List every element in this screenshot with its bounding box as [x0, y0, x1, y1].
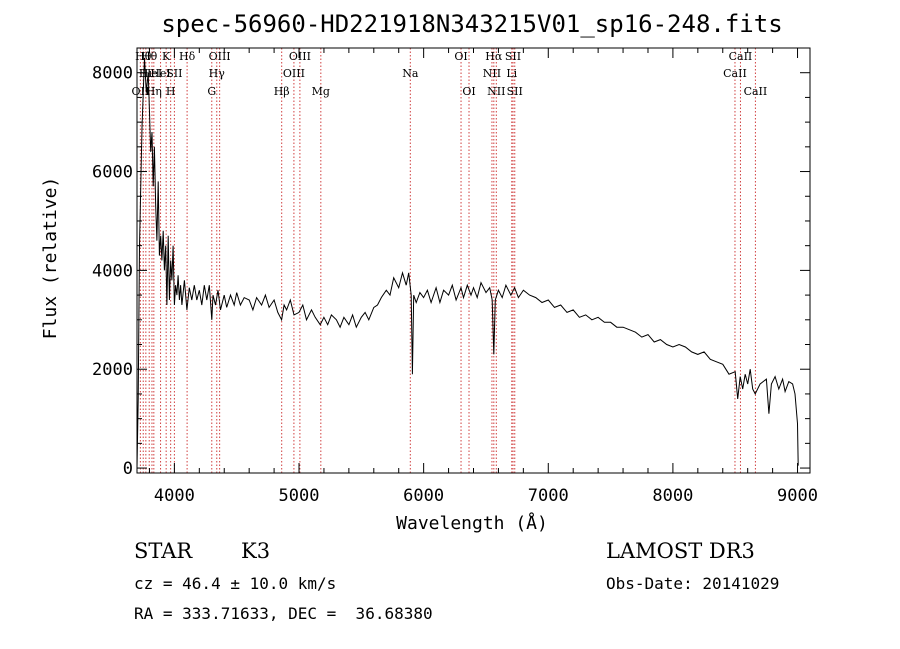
x-tick-label-9000: 9000: [777, 486, 818, 506]
marker-label-29: CaII: [744, 85, 768, 98]
x-tick-label-7000: 7000: [528, 486, 569, 506]
marker-label-23: NII: [487, 85, 505, 98]
y-tick-label-6000: 6000: [92, 163, 133, 183]
marker-label-14: Hβ: [274, 85, 290, 98]
marker-label-11: G: [207, 85, 216, 98]
marker-label-5: Hη: [146, 85, 162, 98]
marker-label-27: CaII: [723, 67, 747, 80]
marker-label-22: Hα: [485, 50, 503, 63]
marker-label-6: HeI: [150, 67, 170, 80]
spectrum-line: [136, 57, 799, 469]
redshift-value: cz = 46.4 ± 10.0 km/s: [134, 574, 337, 593]
marker-label-18: Na: [402, 67, 419, 80]
y-tick-label-2000: 2000: [92, 360, 133, 380]
object-class: STAR: [134, 539, 193, 563]
spectral-line-labels: OIIHθHιHθHeIHηHeIKHSIIHδGHγOIIIHβOIIIOII…: [132, 50, 768, 98]
marker-label-9: SII: [166, 67, 182, 80]
marker-label-1: Hθ: [135, 50, 152, 63]
y-axis-ticks: 0 2000 4000 6000 8000: [92, 47, 810, 479]
observation-date: Obs-Date: 20141029: [606, 574, 780, 593]
marker-label-2: Hι: [139, 67, 153, 80]
spectral-subclass: K3: [241, 539, 271, 563]
x-tick-label-8000: 8000: [652, 486, 693, 506]
marker-label-16: OIII: [289, 50, 311, 63]
survey-name: LAMOST DR3: [606, 539, 755, 563]
coordinates: RA = 333.71633, DEC = 36.68380: [134, 604, 433, 623]
marker-label-12: Hγ: [209, 67, 226, 80]
plot-frame: [136, 47, 811, 474]
chart-title: spec-56960-HD221918N343215V01_sp16-248.f…: [161, 10, 782, 38]
marker-label-28: CaII: [729, 50, 753, 63]
marker-label-25: SII: [505, 50, 521, 63]
marker-label-15: OIII: [283, 67, 305, 80]
y-tick-label-0: 0: [123, 459, 133, 479]
marker-label-3: Hθ: [141, 50, 158, 63]
spectral-line-markers: [139, 48, 756, 473]
marker-label-17: Mg: [312, 85, 330, 98]
marker-label-26: SII: [507, 85, 523, 98]
y-tick-label-4000: 4000: [92, 261, 133, 281]
marker-label-8: H: [166, 85, 176, 98]
marker-label-7: K: [162, 50, 171, 63]
marker-label-4: HeI: [142, 67, 162, 80]
marker-label-20: OI: [462, 85, 475, 98]
marker-label-19: OI: [454, 50, 467, 63]
marker-label-10: Hδ: [179, 50, 196, 63]
x-axis-label: Wavelength (Å): [396, 512, 548, 534]
marker-label-21: NII: [483, 67, 501, 80]
marker-label-13: OIII: [209, 50, 231, 63]
marker-label-0: OII: [132, 85, 150, 98]
y-axis-label: Flux (relative): [40, 177, 61, 340]
x-tick-label-4000: 4000: [154, 486, 195, 506]
x-tick-label-6000: 6000: [403, 486, 444, 506]
marker-label-24: Li: [506, 67, 517, 80]
y-tick-label-8000: 8000: [92, 64, 133, 84]
x-tick-label-5000: 5000: [279, 486, 320, 506]
x-axis-ticks: 4000 5000 6000 7000 8000 9000: [148, 48, 818, 506]
